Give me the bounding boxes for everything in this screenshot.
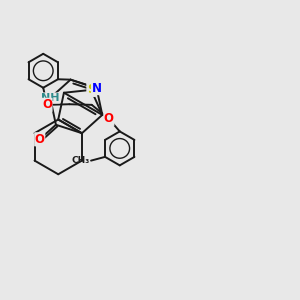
Text: O: O bbox=[104, 112, 114, 125]
Text: O: O bbox=[35, 133, 45, 146]
Text: S: S bbox=[87, 83, 95, 96]
Text: N: N bbox=[92, 82, 102, 94]
Text: O: O bbox=[42, 98, 52, 111]
Text: CH₃: CH₃ bbox=[71, 156, 89, 165]
Text: NH: NH bbox=[41, 93, 59, 103]
